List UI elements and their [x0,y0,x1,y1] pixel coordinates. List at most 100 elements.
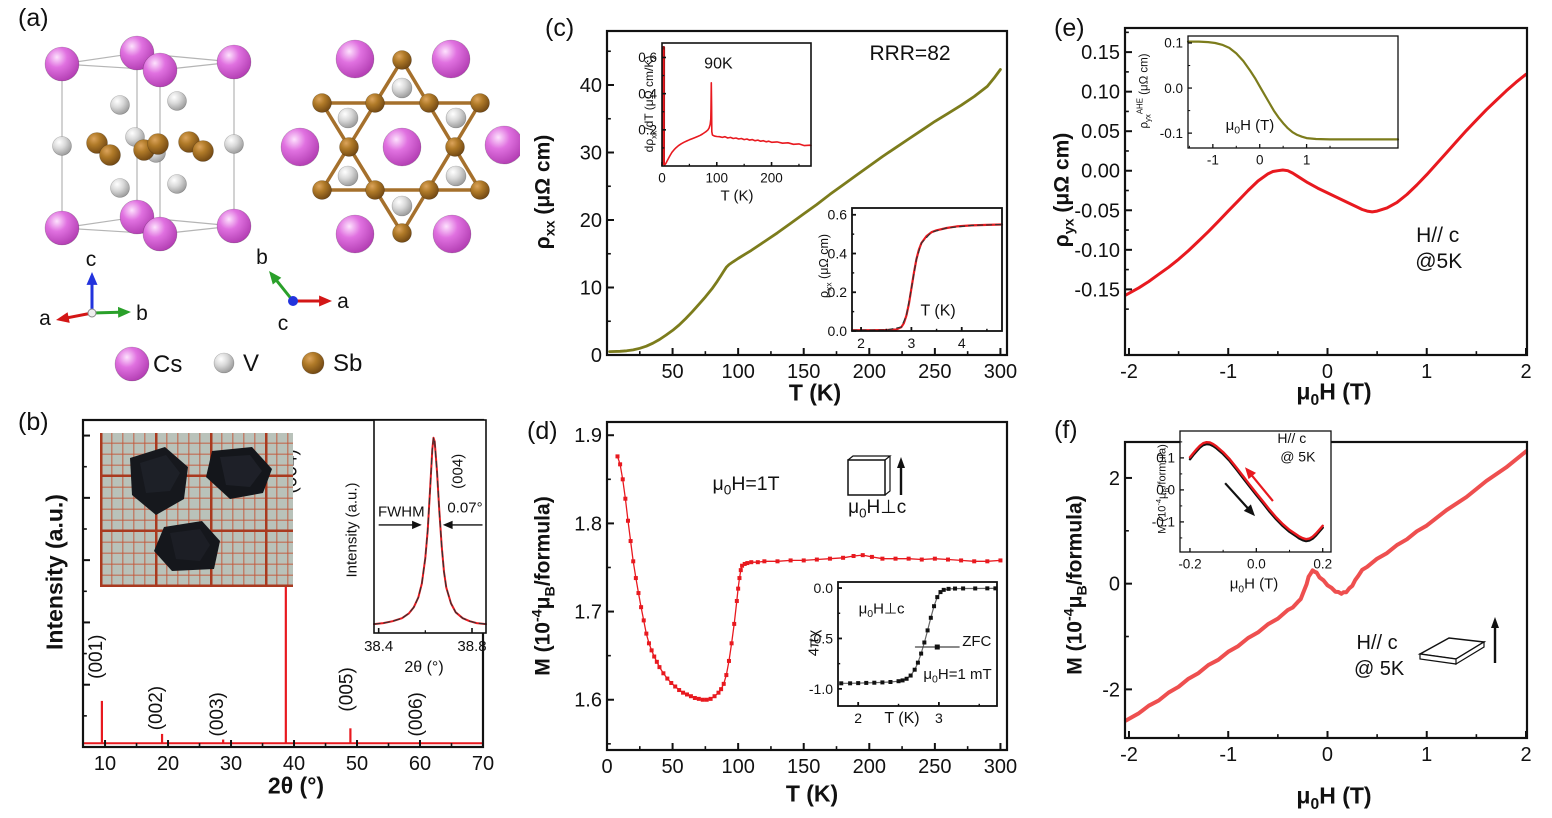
c1-xlabel: T (K) [720,187,754,205]
svg-text:300: 300 [984,361,1017,383]
svg-text:70: 70 [472,753,494,775]
svg-text:50: 50 [661,361,683,383]
svg-text:50: 50 [346,753,368,775]
svg-text:T (K): T (K) [920,303,955,320]
svg-text:μ0H⊥c: μ0H⊥c [859,600,905,620]
svg-text:0: 0 [591,345,602,367]
svg-text:100: 100 [706,171,729,186]
svg-text:0.15: 0.15 [1081,42,1120,64]
svg-text:0.1: 0.1 [1156,451,1175,466]
svg-text:-2: -2 [1120,361,1138,383]
svg-text:-0.5: -0.5 [809,630,833,646]
svg-text:μ0H (T): μ0H (T) [1226,117,1275,137]
svg-text:1.8: 1.8 [574,513,602,535]
legend-label-sb: Sb [333,350,362,377]
svg-text:10: 10 [580,278,602,300]
svg-text:0.0: 0.0 [1247,557,1266,572]
svg-text:0.0: 0.0 [1164,81,1183,96]
b2-xlabel: 2θ (°) [404,659,444,676]
svg-text:250: 250 [918,361,951,383]
svg-text:(001): (001) [86,635,107,679]
legend-label-v: V [243,350,259,377]
svg-text:0.0: 0.0 [828,323,848,339]
svg-text:0: 0 [1322,744,1333,766]
svg-text:1: 1 [1421,744,1432,766]
b2-ylabel: Intensity (a.u.) [343,482,361,578]
svg-text:40: 40 [580,75,602,97]
svg-text:(005): (005) [337,667,358,711]
svg-text:0.1: 0.1 [1164,36,1183,51]
svg-text:30: 30 [220,753,242,775]
hall-resistivity-chart: -2 -1 0 1 2-0.15-0.10-0.050.000.050.100.15H/… [1074,26,1532,383]
svg-text:0: 0 [601,756,612,778]
c-ylabel: ρxx (μΩ cm) [531,134,559,250]
derivative-inset-chart: 0 100 200 0.2 0.4 0.6 90K [638,42,812,186]
svg-text:2: 2 [1109,468,1120,490]
ahe-inset-chart: -1 0 1 -0.1 0.0 0.1 μ0H (T) [1160,35,1400,168]
f1-xlabel: μ0H (T) [1229,575,1279,596]
field-arrow-icon [897,457,905,468]
b-xlabel: 2θ (°) [267,772,325,799]
hysteresis-inset-chart: -0.2 0.0 0.2 -0.1 0.0 0.1 H// c @ 5K [1152,430,1332,572]
panel-label-d: (d) [527,417,558,445]
svg-text:(002): (002) [146,686,167,730]
svg-text:a: a [39,307,51,330]
svg-text:-0.10: -0.10 [1074,240,1120,262]
f1-ylabel: M (10-4μB/formula) [1153,444,1171,534]
svg-text:40: 40 [283,753,305,775]
svg-text:μ0H⊥c: μ0H⊥c [848,497,906,521]
e-ylabel: ρyx (μΩ cm) [1050,132,1078,248]
svg-text:30: 30 [580,143,602,165]
svg-text:38.4: 38.4 [364,638,393,655]
svg-text:1.7: 1.7 [574,602,602,624]
svg-text:1.9: 1.9 [574,425,602,447]
svg-text:@5K: @5K [1415,250,1462,273]
svg-text:H// c: H// c [1416,224,1459,247]
panel-label-c: (c) [545,14,575,42]
svg-text:0.2: 0.2 [828,284,848,300]
svg-text:-0.05: -0.05 [1074,200,1120,222]
svg-text:1: 1 [1303,153,1311,168]
c2-ylabel: ρxx (μΩ cm) [816,233,834,299]
svg-text:-0.1: -0.1 [1152,515,1175,530]
svg-text:0.4: 0.4 [828,245,848,261]
magnetization-temperature-chart: 0 50 100 150 200 250 300 1.6 1.7 1.8 1.9 μ0H=1T μ0H⊥… [574,420,1017,778]
legend-label-cs: Cs [153,351,182,378]
svg-text:c: c [278,312,289,335]
svg-text:0.4: 0.4 [638,86,657,101]
svg-text:0.00: 0.00 [1081,161,1120,183]
svg-text:H// c: H// c [1277,430,1306,446]
c1-ylabel: dρxx/dT (μΩ cm/K) [642,55,659,153]
svg-text:RRR=82: RRR=82 [869,42,950,65]
svg-text:38.8: 38.8 [457,638,486,655]
svg-text:60: 60 [409,753,431,775]
svg-text:0.2: 0.2 [1313,557,1332,572]
f-xlabel: μ0H (T) [1296,782,1372,814]
svg-text:2: 2 [1520,361,1531,383]
svg-text:-0.2: -0.2 [1178,557,1201,572]
svg-text:250: 250 [918,756,951,778]
svg-text:0.0: 0.0 [814,580,834,596]
field-arrow-icon [1491,617,1499,628]
svg-text:200: 200 [853,756,886,778]
d1-ylabel: 4πχ [805,629,823,657]
svg-text:(006): (006) [406,692,427,736]
svg-text:-0.1: -0.1 [1160,126,1183,141]
svg-text:10: 10 [94,753,116,775]
svg-text:200: 200 [760,171,783,186]
svg-text:1.6: 1.6 [574,690,602,712]
svg-text:-2: -2 [1102,679,1120,701]
svg-text:0.6: 0.6 [638,50,657,65]
svg-text:100: 100 [721,756,754,778]
svg-text:0.07°: 0.07° [447,500,482,517]
svg-text:(003): (003) [207,692,228,736]
svg-text:FWHM: FWHM [378,504,425,521]
svg-text:0: 0 [1322,361,1333,383]
svg-text:-1.0: -1.0 [809,681,833,697]
svg-text:μ0H=1T: μ0H=1T [712,473,779,498]
svg-text:1: 1 [1421,361,1432,383]
svg-text:0.0: 0.0 [1156,483,1175,498]
sample-plate-icon [847,455,905,496]
svg-text:H// c: H// c [1357,632,1398,654]
